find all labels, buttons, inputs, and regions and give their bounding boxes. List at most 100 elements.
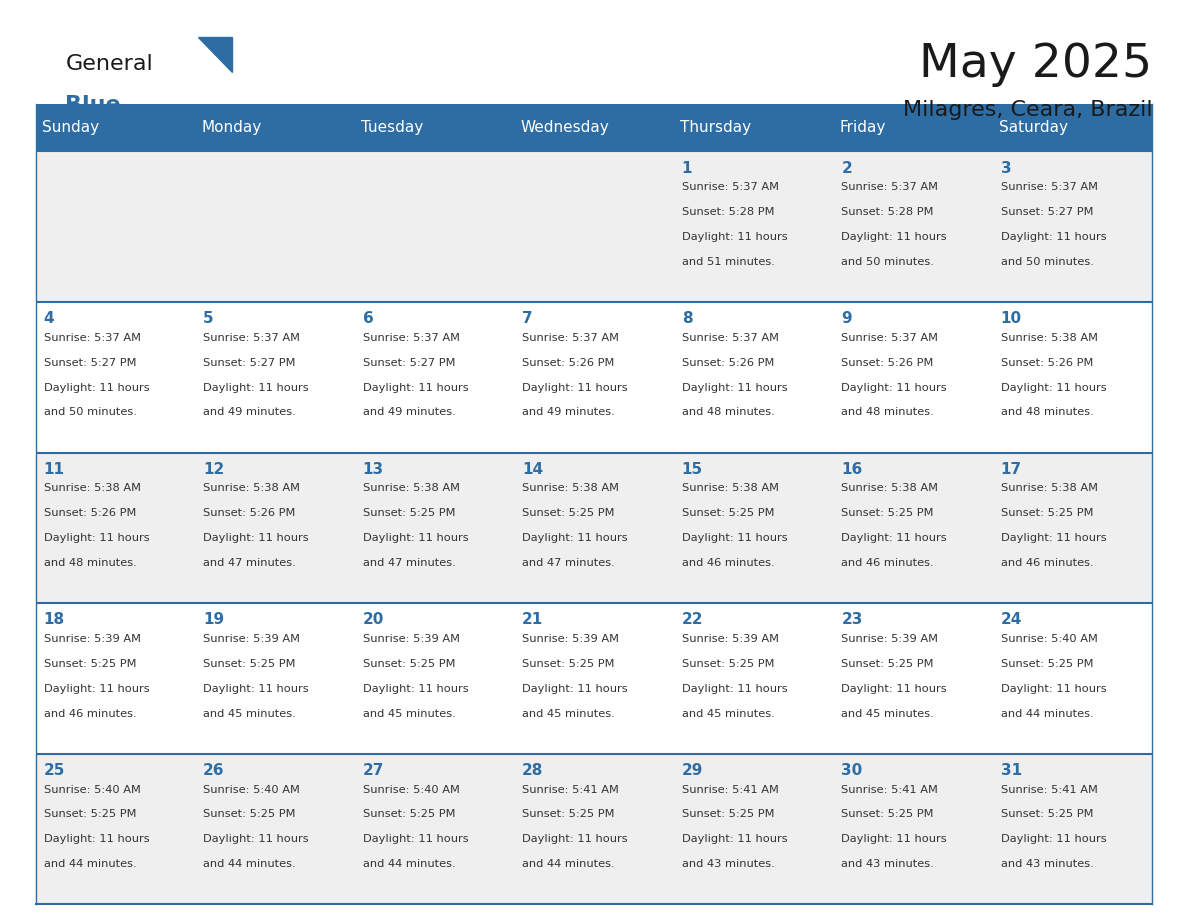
Bar [36,104,195,151]
Text: Daylight: 11 hours: Daylight: 11 hours [682,383,788,393]
Text: Sunset: 5:26 PM: Sunset: 5:26 PM [682,358,775,368]
Text: Sunset: 5:26 PM: Sunset: 5:26 PM [841,358,934,368]
Bar [833,302,993,453]
Text: Daylight: 11 hours: Daylight: 11 hours [523,383,627,393]
Text: Daylight: 11 hours: Daylight: 11 hours [1000,834,1106,845]
Text: Sunset: 5:26 PM: Sunset: 5:26 PM [203,509,296,519]
Text: Daylight: 11 hours: Daylight: 11 hours [44,684,150,694]
Text: and 45 minutes.: and 45 minutes. [203,709,296,719]
Text: Daylight: 11 hours: Daylight: 11 hours [841,684,947,694]
Text: Sunrise: 5:41 AM: Sunrise: 5:41 AM [841,785,939,795]
Text: Sunrise: 5:37 AM: Sunrise: 5:37 AM [841,183,939,193]
Text: and 43 minutes.: and 43 minutes. [841,859,934,869]
Text: and 44 minutes.: and 44 minutes. [44,859,137,869]
Text: 21: 21 [523,612,543,627]
Bar [355,104,514,151]
Bar [833,151,993,302]
Text: and 48 minutes.: and 48 minutes. [1000,408,1094,418]
Text: Sunset: 5:25 PM: Sunset: 5:25 PM [362,810,455,820]
Text: 15: 15 [682,462,703,476]
Text: 10: 10 [1000,311,1022,326]
Text: and 46 minutes.: and 46 minutes. [841,558,934,568]
Bar [674,302,833,453]
Text: Sunrise: 5:40 AM: Sunrise: 5:40 AM [203,785,301,795]
Bar [355,151,514,302]
Text: Daylight: 11 hours: Daylight: 11 hours [44,834,150,845]
Bar [993,151,1152,302]
Text: 25: 25 [44,763,65,778]
Bar [355,603,514,754]
Text: and 44 minutes.: and 44 minutes. [523,859,615,869]
Text: 16: 16 [841,462,862,476]
Text: Sunset: 5:25 PM: Sunset: 5:25 PM [523,659,614,669]
Text: Sunset: 5:25 PM: Sunset: 5:25 PM [841,810,934,820]
Text: and 48 minutes.: and 48 minutes. [44,558,137,568]
Text: 11: 11 [44,462,64,476]
Text: Daylight: 11 hours: Daylight: 11 hours [362,383,468,393]
Text: Sunset: 5:25 PM: Sunset: 5:25 PM [682,810,775,820]
Text: Sunrise: 5:37 AM: Sunrise: 5:37 AM [841,333,939,343]
Text: Sunrise: 5:37 AM: Sunrise: 5:37 AM [362,333,460,343]
Text: and 43 minutes.: and 43 minutes. [682,859,775,869]
Text: Sunset: 5:25 PM: Sunset: 5:25 PM [44,810,137,820]
Text: and 43 minutes.: and 43 minutes. [1000,859,1094,869]
Text: Sunset: 5:25 PM: Sunset: 5:25 PM [1000,810,1093,820]
Text: Sunrise: 5:38 AM: Sunrise: 5:38 AM [1000,333,1098,343]
Text: Daylight: 11 hours: Daylight: 11 hours [203,684,309,694]
Text: Daylight: 11 hours: Daylight: 11 hours [523,533,627,543]
Text: Daylight: 11 hours: Daylight: 11 hours [682,834,788,845]
Bar [195,754,355,904]
Text: Sunset: 5:27 PM: Sunset: 5:27 PM [44,358,137,368]
Text: Daylight: 11 hours: Daylight: 11 hours [362,684,468,694]
Text: Saturday: Saturday [999,120,1068,135]
Bar [514,754,674,904]
Text: Sunset: 5:25 PM: Sunset: 5:25 PM [682,509,775,519]
Text: and 48 minutes.: and 48 minutes. [682,408,775,418]
Text: Sunrise: 5:38 AM: Sunrise: 5:38 AM [841,484,939,494]
Text: Daylight: 11 hours: Daylight: 11 hours [44,383,150,393]
Text: and 46 minutes.: and 46 minutes. [682,558,775,568]
Text: and 49 minutes.: and 49 minutes. [203,408,296,418]
Bar [993,603,1152,754]
Text: 1: 1 [682,161,693,175]
Bar [36,603,195,754]
Text: Daylight: 11 hours: Daylight: 11 hours [841,834,947,845]
Text: May 2025: May 2025 [920,41,1152,87]
Text: Sunset: 5:25 PM: Sunset: 5:25 PM [1000,659,1093,669]
Text: 12: 12 [203,462,225,476]
Text: Wednesday: Wednesday [520,120,609,135]
Text: Sunset: 5:28 PM: Sunset: 5:28 PM [841,207,934,218]
Text: Sunset: 5:25 PM: Sunset: 5:25 PM [44,659,137,669]
Text: 7: 7 [523,311,533,326]
Text: and 46 minutes.: and 46 minutes. [44,709,137,719]
Text: Sunset: 5:26 PM: Sunset: 5:26 PM [1000,358,1093,368]
Text: Tuesday: Tuesday [361,120,423,135]
Text: Sunrise: 5:38 AM: Sunrise: 5:38 AM [1000,484,1098,494]
Text: Sunset: 5:25 PM: Sunset: 5:25 PM [841,659,934,669]
Bar [833,603,993,754]
Text: Sunrise: 5:37 AM: Sunrise: 5:37 AM [682,333,779,343]
Text: Sunrise: 5:39 AM: Sunrise: 5:39 AM [682,634,779,644]
Text: 19: 19 [203,612,225,627]
Bar [833,453,993,603]
Text: Sunrise: 5:40 AM: Sunrise: 5:40 AM [44,785,140,795]
Text: and 48 minutes.: and 48 minutes. [841,408,934,418]
Text: Sunrise: 5:39 AM: Sunrise: 5:39 AM [44,634,140,644]
Text: Daylight: 11 hours: Daylight: 11 hours [1000,232,1106,242]
Text: 13: 13 [362,462,384,476]
Text: Sunrise: 5:37 AM: Sunrise: 5:37 AM [203,333,301,343]
Text: and 50 minutes.: and 50 minutes. [44,408,137,418]
Text: 4: 4 [44,311,55,326]
Text: Daylight: 11 hours: Daylight: 11 hours [841,533,947,543]
Text: Sunrise: 5:37 AM: Sunrise: 5:37 AM [44,333,140,343]
Text: Blue: Blue [65,95,121,115]
Text: Monday: Monday [202,120,261,135]
Text: and 47 minutes.: and 47 minutes. [362,558,455,568]
Text: Sunset: 5:25 PM: Sunset: 5:25 PM [1000,509,1093,519]
Text: 28: 28 [523,763,544,778]
Text: 24: 24 [1000,612,1022,627]
Text: Milagres, Ceara, Brazil: Milagres, Ceara, Brazil [903,100,1152,120]
Bar [674,603,833,754]
Text: 9: 9 [841,311,852,326]
Text: Sunrise: 5:37 AM: Sunrise: 5:37 AM [682,183,779,193]
